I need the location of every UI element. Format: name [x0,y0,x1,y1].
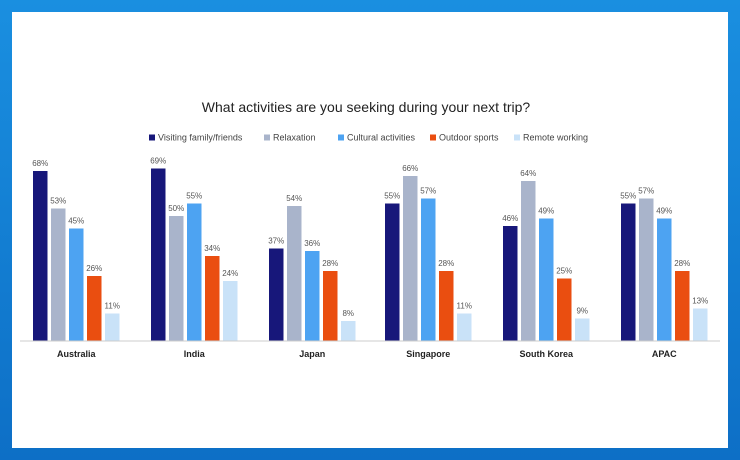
value-label-2-3: 55% [186,192,202,201]
value-label-6-2: 57% [638,187,654,196]
bar-2-3 [187,203,202,341]
bar-group-3: 37% 54% 36% 28% 8% Japan [268,194,356,359]
value-label-3-4: 28% [322,259,338,268]
chart-legend: Visiting family/friends Relaxation Cultura… [149,133,588,143]
value-label-5-4: 25% [556,267,572,276]
value-label-3-3: 36% [304,239,320,248]
bar-2-5 [223,281,238,341]
bar-group-1: 68% 53% 45% 26% 11% Australia [32,159,120,359]
bar-groups: 68%53%45%26%11%Australia69%50%55%34%24%I… [32,157,708,360]
legend-swatch-1 [149,134,155,141]
bar-2-1 [151,168,166,341]
value-label-5-1: 46% [502,214,518,223]
value-label-4-4: 28% [438,259,454,268]
legend-swatch-5 [514,134,520,141]
bar-3-1 [269,248,284,341]
value-label-4-1: 55% [384,192,400,201]
bar-group-5: 46% 64% 49% 25% 9% South Korea [502,169,590,359]
bar-1-5 [105,313,120,341]
chart-title: What activities are you seeking during y… [202,99,531,115]
value-label-1-1: 68% [32,159,48,168]
category-label-2: India [184,349,206,359]
value-label-3-2: 54% [286,194,302,203]
legend-label-5: Remote working [523,133,588,143]
bar-5-1 [503,226,518,341]
legend-swatch-3 [338,134,344,141]
bar-1-4 [87,276,102,341]
value-label-3-1: 37% [268,237,284,246]
category-label-1: Australia [57,349,97,359]
value-label-6-4: 28% [674,259,690,268]
legend-label-4: Outdoor sports [439,133,499,143]
bar-5-4 [557,278,572,341]
bar-2-4 [205,256,220,341]
bar-4-4 [439,271,454,341]
value-label-5-3: 49% [538,207,554,216]
category-label-3: Japan [299,349,325,359]
category-label-4: Singapore [406,349,450,359]
bar-4-3 [421,198,436,341]
bar-4-1 [385,203,400,341]
value-label-3-5: 8% [342,309,354,318]
value-label-5-2: 64% [520,169,536,178]
category-label-6: APAC [652,349,677,359]
value-label-6-1: 55% [620,192,636,201]
bar-4-5 [457,313,472,341]
bar-group-4: 55% 66% 57% 28% 11% Singapore [384,164,472,359]
bar-group-6: 55%57% 49% 28% 13% APAC [620,187,708,360]
bar-6-2 [639,198,654,341]
value-label-4-3: 57% [420,187,436,196]
value-label-6-5: 13% [692,297,708,306]
legend-label-1: Visiting family/friends [158,133,243,143]
value-label-1-3: 45% [68,217,84,226]
bar-1-2 [51,208,66,341]
value-label-1-4: 26% [86,264,102,273]
value-label-4-2: 66% [402,164,418,173]
value-label-2-2: 50% [168,204,184,213]
bar-1-1 [33,171,48,341]
bar-1-3 [69,228,84,341]
bar-6-3 [657,218,672,341]
value-label-2-5: 24% [222,269,238,278]
value-label-2-1: 69% [150,157,166,166]
bar-6-5 [693,308,708,341]
slide-background: What activities are you seeking during y… [12,12,728,448]
legend-label-2: Relaxation [273,133,316,143]
bar-3-2 [287,206,302,341]
legend-swatch-2 [264,134,270,141]
legend-swatch-4 [430,134,436,141]
bar-3-3 [305,251,320,341]
bar-5-5 [575,318,590,341]
legend-label-3: Cultural activities [347,133,416,143]
bar-2-2 [169,216,184,341]
value-label-1-5: 11% [105,302,120,311]
bar-6-4 [675,271,690,341]
value-label-6-3: 49% [656,207,672,216]
bar-5-3 [539,218,554,341]
category-label-5: South Korea [519,349,573,359]
bar-4-2 [403,176,418,341]
bar-5-2 [521,181,536,341]
bar-3-4 [323,271,338,341]
value-label-2-4: 34% [204,244,220,253]
value-label-4-5: 11% [457,302,472,311]
bar-chart: What activities are you seeking during y… [20,99,720,360]
value-label-1-2: 53% [50,197,66,206]
bar-group-2: 69% 50%55% 34% 24% India [150,157,238,360]
value-label-5-5: 9% [576,307,588,316]
bar-3-5 [341,321,356,341]
bar-6-1 [621,203,636,341]
